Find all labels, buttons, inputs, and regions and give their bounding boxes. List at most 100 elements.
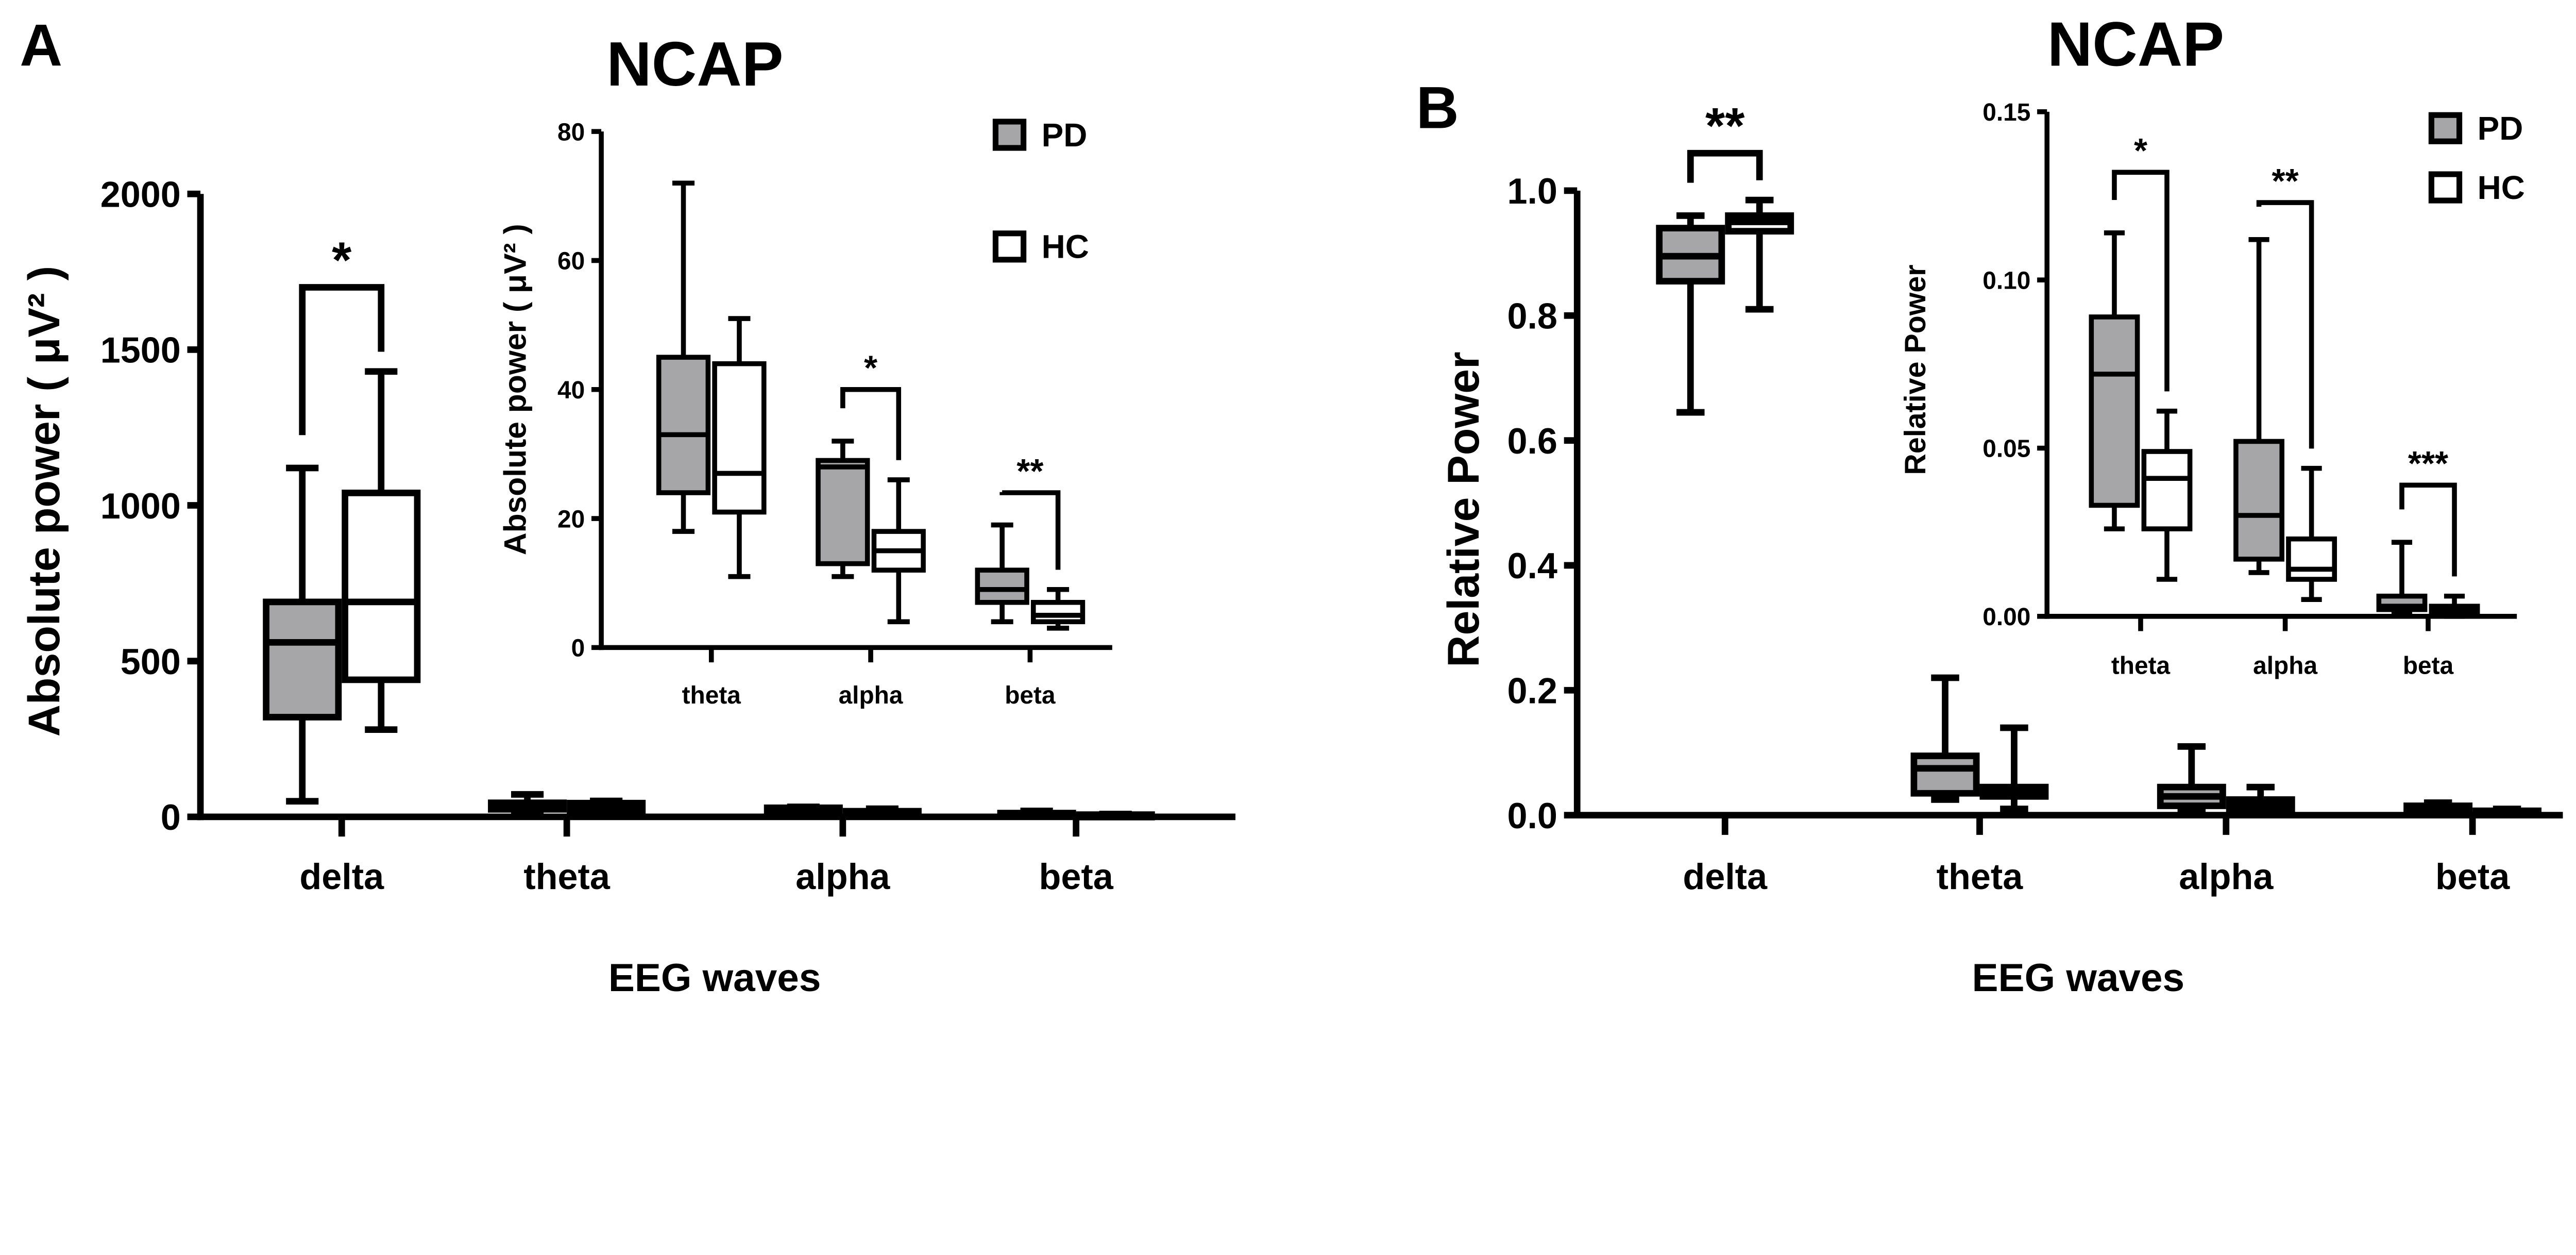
bracket-line [2399, 482, 2457, 577]
y-tick-label: 0.8 [1507, 296, 1557, 337]
y-tick-label: 80 [557, 119, 585, 146]
significance-bracket: *** [2399, 444, 2457, 577]
box-iqr [263, 598, 342, 721]
box-iqr [656, 355, 711, 495]
box-HC-theta [712, 316, 767, 579]
chart-A-main: 0 500 1000 1500 2000 delta theta alpha beta Absol… [20, 13, 1235, 1000]
significance-bracket: ** [999, 452, 1061, 570]
significance-bracket: ** [1687, 97, 1763, 183]
box-iqr [1030, 599, 1086, 625]
y-axis-label: Relative Power [1439, 352, 1488, 667]
y-axis-label: Absolute power ( μV² ) [20, 266, 69, 737]
y-tick-label: 20 [557, 506, 585, 533]
box-PD-beta [2376, 540, 2428, 616]
y-tick-label: 0.05 [1982, 436, 2030, 463]
y-tick-label: 0 [571, 635, 585, 662]
y-tick-label: 0.4 [1507, 545, 1557, 586]
x-tick-label: alpha [839, 682, 903, 709]
legend-label: HC [2478, 169, 2525, 206]
box-HC-beta [2429, 593, 2480, 619]
box-iqr [2233, 439, 2284, 562]
panel-letter: A [20, 13, 62, 79]
chart-B-inset: 0.00 0.05 0.10 0.15 theta alpha beta Relative P… [1899, 99, 2517, 679]
panel-letter: B [1416, 75, 1459, 141]
y-axis-label: Absolute power ( μV² ) [497, 224, 532, 555]
legend: PD HC [992, 116, 1089, 265]
box-PD-theta [656, 180, 711, 534]
box-iqr [712, 361, 767, 515]
bracket-line [999, 490, 1061, 570]
bracket-line [299, 284, 385, 436]
legend-swatch-PD [2428, 112, 2463, 144]
y-tick-label: 0.6 [1507, 421, 1557, 461]
box-PD-theta [1910, 674, 1980, 803]
y-tick-label: 500 [121, 641, 181, 682]
legend-label: PD [1042, 116, 1088, 154]
box-iqr [2141, 449, 2193, 531]
y-tick-label: 0.10 [1982, 267, 2030, 294]
chart-title: NCAP [2047, 9, 2224, 79]
box-HC-alpha [842, 805, 922, 819]
legend-label: HC [1042, 228, 1089, 265]
legend-label: PD [2478, 110, 2523, 147]
x-tick-label: theta [682, 682, 741, 709]
significance-label: * [864, 349, 877, 388]
y-tick-label: 0.0 [1507, 795, 1557, 836]
x-tick-label: theta [523, 856, 611, 897]
significance-label: *** [2408, 444, 2448, 483]
significance-label: * [2134, 131, 2147, 170]
box-HC-theta [567, 797, 646, 817]
significance-label: * [332, 231, 352, 288]
box-PD-alpha [816, 439, 870, 579]
x-axis-label: EEG waves [1972, 956, 2185, 1000]
legend-swatch-PD [992, 119, 1027, 151]
legend: PD HC [2428, 110, 2525, 206]
x-tick-label: beta [1039, 856, 1114, 897]
box-HC-alpha [2226, 783, 2295, 817]
significance-label: ** [2272, 162, 2299, 200]
box-iqr [1910, 752, 1980, 797]
x-tick-label: theta [1937, 856, 2024, 897]
x-tick-label: delta [1683, 856, 1768, 897]
box-iqr [816, 458, 870, 566]
bracket-line [1687, 149, 1763, 183]
box-HC-delta [342, 368, 421, 733]
x-tick-label: beta [1005, 682, 1056, 709]
significance-bracket: * [2112, 131, 2170, 392]
x-tick-label: theta [2111, 652, 2171, 679]
significance-bracket: ** [2256, 162, 2314, 449]
box-HC-theta [1979, 724, 2049, 812]
box-PD-beta [975, 522, 1029, 625]
x-tick-label: beta [2403, 652, 2454, 679]
box-PD-delta [1656, 212, 1725, 416]
figure: 0 500 1000 1500 2000 delta theta alpha beta Absol… [20, 9, 2563, 1000]
legend-swatch-HC [992, 230, 1027, 263]
y-tick-label: 60 [557, 248, 585, 275]
box-HC-beta [1030, 587, 1086, 631]
box-HC-theta [2141, 408, 2193, 582]
chart-A-inset: 0 20 40 60 80 theta alpha beta Absolute power ( … [497, 119, 1112, 709]
box-PD-beta [2403, 799, 2473, 817]
box-HC-alpha [2286, 465, 2337, 602]
box-iqr [975, 567, 1029, 605]
box-HC-alpha [871, 477, 926, 625]
x-tick-label: alpha [2253, 652, 2317, 679]
significance-label: ** [1705, 97, 1745, 154]
y-axis-label: Relative Power [1899, 264, 1932, 475]
box-iqr [2286, 536, 2337, 582]
box-PD-alpha [2233, 237, 2284, 575]
legend-swatch-HC [2428, 171, 2463, 204]
box-iqr [2089, 314, 2140, 508]
y-tick-label: 0.2 [1507, 671, 1557, 711]
box-PD-beta [997, 807, 1076, 819]
bracket-line [2112, 170, 2170, 392]
significance-bracket: * [840, 349, 902, 460]
x-tick-label: delta [299, 856, 384, 897]
y-tick-label: 0.15 [1982, 99, 2030, 126]
y-tick-label: 2000 [100, 174, 181, 215]
significance-label: ** [1016, 452, 1043, 491]
bracket-line [840, 387, 902, 460]
box-HC-beta [1076, 811, 1155, 821]
chart-title: NCAP [606, 29, 783, 99]
chart-B-main: 0.0 0.2 0.4 0.6 0.8 1.0 delta theta alpha beta Rel… [1416, 9, 2563, 1000]
